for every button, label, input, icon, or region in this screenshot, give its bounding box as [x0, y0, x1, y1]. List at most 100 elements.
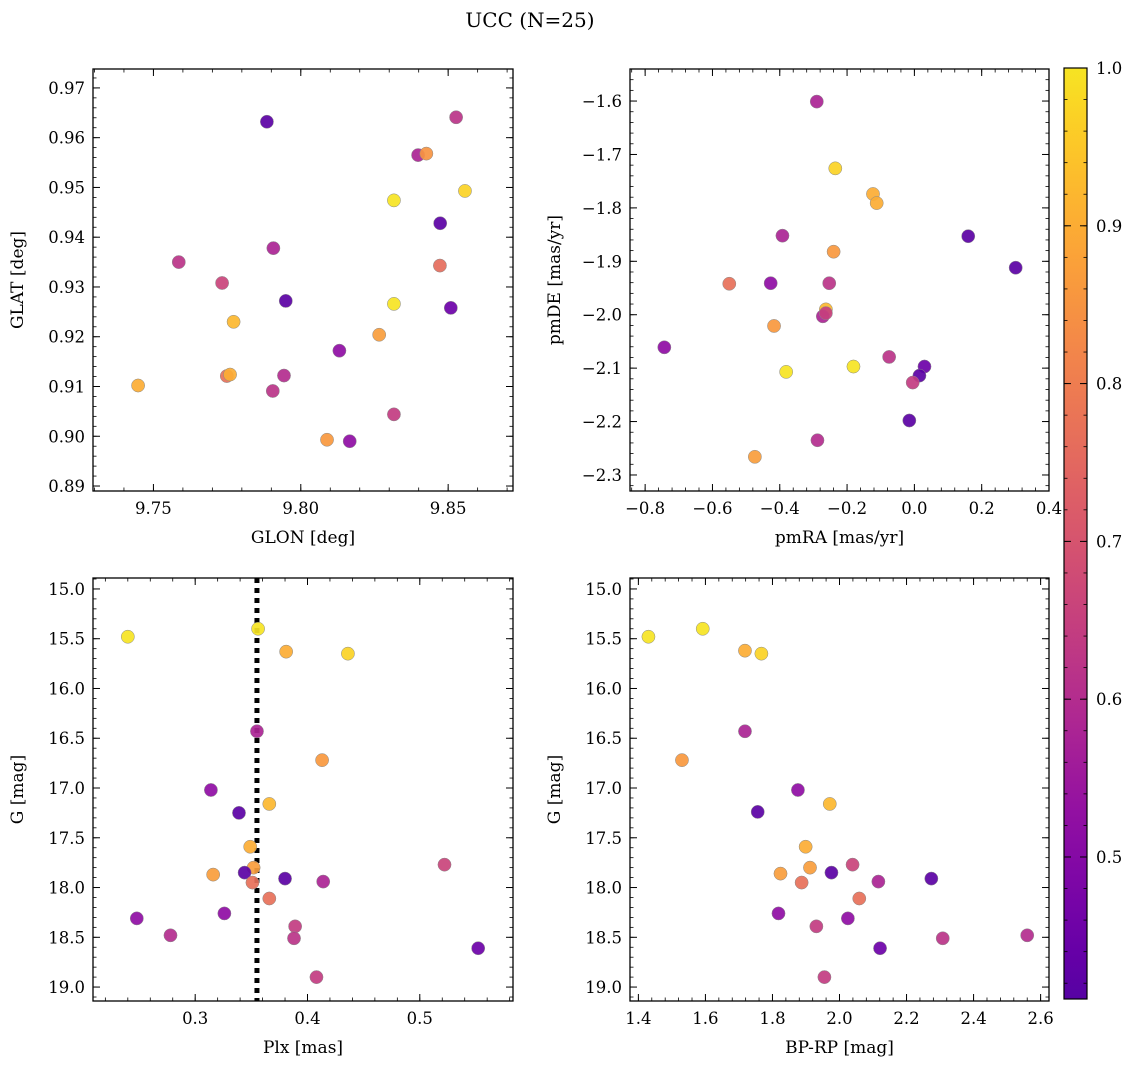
colorbar-frame — [1063, 67, 1088, 1000]
scatter-point — [309, 970, 324, 984]
scatter-point — [217, 906, 232, 921]
y-tick-label: −1.9 — [582, 252, 622, 271]
scatter-point — [810, 433, 825, 448]
scatter-point — [882, 350, 896, 364]
scatter-point — [262, 797, 277, 811]
scatter-points — [120, 621, 486, 984]
colorbar-tick-label: 1.0 — [1096, 59, 1122, 78]
scatter-point — [767, 319, 781, 333]
scatter-point — [458, 184, 472, 198]
y-tick-label: −2.2 — [582, 413, 622, 432]
y-tick-label: 15.5 — [585, 630, 622, 649]
scatter-point — [237, 865, 252, 880]
scatter-point — [120, 629, 135, 644]
scatter-point — [873, 941, 887, 956]
scatter-point — [266, 241, 281, 256]
scatter-point — [243, 839, 258, 854]
y-tick-label: −2.3 — [582, 466, 622, 485]
scatter-point — [1008, 260, 1023, 275]
y-axis-label: G [mag] — [8, 755, 28, 824]
scatter-point — [265, 384, 280, 398]
y-tick-label: −2.1 — [582, 359, 622, 378]
x-tick-label: 2.6 — [1027, 1009, 1053, 1028]
scatter-point — [163, 928, 178, 943]
y-axis-label: pmDE [mas/yr] — [545, 215, 565, 345]
x-axis-label: Plx [mas] — [263, 1038, 343, 1058]
scatter-point — [433, 216, 448, 231]
scatter-point — [871, 874, 886, 889]
scatter-point — [803, 860, 817, 875]
scatter-point — [129, 911, 144, 926]
y-tick-label: 16.0 — [48, 679, 85, 698]
y-tick-label: −1.7 — [582, 145, 622, 164]
scatter-point — [771, 906, 786, 921]
scatter-point — [961, 229, 976, 244]
scatter-point — [675, 753, 689, 767]
figure-title: UCC (N=25) — [465, 8, 594, 32]
scatter-points — [657, 94, 1023, 464]
colorbar-tick-label: 0.8 — [1096, 375, 1122, 394]
scatter-point — [822, 797, 837, 811]
scatter-point — [437, 857, 452, 872]
y-tick-label: 0.90 — [48, 427, 85, 446]
y-tick-label: 16.0 — [585, 679, 622, 698]
scatter-point — [773, 866, 788, 881]
scatter-points — [131, 110, 472, 449]
colorbar-gradient — [1064, 68, 1087, 999]
scatter-point — [748, 449, 762, 464]
scatter-point — [260, 114, 274, 129]
scatter-point — [277, 368, 291, 383]
scatter-point — [387, 407, 401, 422]
axes-frame — [92, 68, 514, 492]
scatter-point — [657, 340, 672, 355]
scatter-point — [824, 865, 839, 880]
x-tick-label: 0.2 — [969, 499, 995, 518]
axes-frame — [629, 68, 1050, 492]
scatter-point — [316, 874, 331, 889]
y-tick-label: 18.0 — [48, 879, 85, 898]
y-axis-label: G [mag] — [545, 755, 565, 824]
x-tick-label: −0.6 — [692, 499, 732, 518]
scatter-point — [738, 724, 752, 739]
x-tick-label: 1.6 — [692, 1009, 718, 1028]
scatter-point — [924, 871, 939, 886]
colorbar-tick-label: 0.7 — [1096, 532, 1122, 551]
y-tick-label: −2.0 — [582, 306, 622, 325]
scatter-point — [449, 110, 463, 125]
y-tick-label: 19.0 — [48, 978, 85, 997]
scatter-point — [738, 643, 752, 658]
colorbar-tick-label: 0.9 — [1096, 217, 1122, 236]
scatter-point — [471, 941, 486, 956]
y-tick-label: 17.5 — [585, 829, 622, 848]
scatter-points — [641, 621, 1035, 984]
panel-bprp-g: 1.4 1.6 1.8 2.0 2.2 2.4 2.6 15.0 15.5 16.0 16.5 17.… — [545, 577, 1054, 1058]
scatter-point — [372, 327, 387, 342]
scatter-point — [206, 867, 221, 882]
scatter-point — [278, 871, 292, 886]
x-tick-label: −0.2 — [827, 499, 867, 518]
scatter-point — [131, 378, 145, 393]
scatter-point — [320, 432, 334, 447]
x-tick-label: 0.4 — [1036, 499, 1062, 518]
scatter-point — [342, 434, 357, 449]
scatter-point — [754, 646, 769, 661]
y-tick-label: 0.93 — [48, 278, 85, 297]
y-tick-label: 0.94 — [48, 228, 85, 247]
y-tick-label: 18.5 — [585, 928, 622, 947]
scatter-point — [215, 276, 229, 290]
scatter-point — [852, 891, 867, 906]
y-tick-label: −1.8 — [582, 199, 622, 218]
scatter-point — [443, 301, 458, 315]
scatter-point — [262, 891, 277, 906]
x-axis-label: BP-RP [mag] — [785, 1038, 894, 1058]
scatter-point — [869, 196, 884, 210]
y-tick-label: 16.5 — [585, 729, 622, 748]
scatter-point — [809, 94, 824, 109]
y-tick-label: 17.0 — [585, 779, 622, 798]
scatter-point — [641, 629, 656, 644]
x-axis-label: GLON [deg] — [251, 528, 355, 548]
y-tick-label: 18.0 — [585, 879, 622, 898]
axes-frame — [629, 577, 1050, 1002]
scatter-point — [775, 228, 790, 243]
